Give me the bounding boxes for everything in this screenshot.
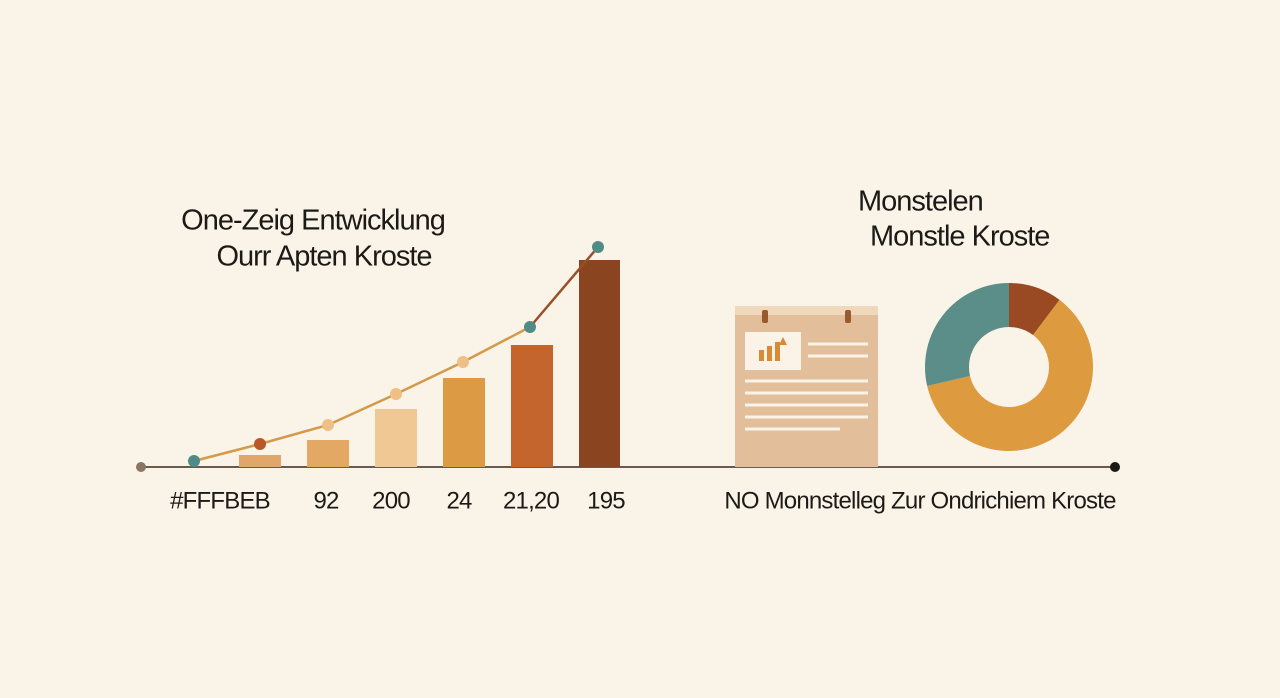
- bar-label: 195: [587, 487, 625, 514]
- bar-label: 21,20: [503, 487, 560, 514]
- right-title: Monstelen: [858, 186, 983, 218]
- baseline-start: [136, 462, 146, 472]
- icon-bar: [759, 350, 764, 361]
- ring: [845, 310, 851, 323]
- icon-bar: [775, 342, 780, 361]
- document-icon: [735, 306, 878, 467]
- donut-segment: [925, 283, 1009, 386]
- document-header: [735, 306, 878, 315]
- bar-label: 92: [313, 487, 339, 514]
- bar: [239, 455, 281, 467]
- trend-point: [322, 419, 334, 431]
- ring: [762, 310, 768, 323]
- trend-line: [529, 246, 599, 328]
- left-subtitle: Ourr Apten Kroste: [216, 241, 431, 273]
- trend-point: [524, 321, 536, 333]
- donut-segment: [927, 299, 1093, 451]
- trend-point: [390, 388, 402, 400]
- bars: [239, 260, 620, 467]
- icon-arrow: [779, 337, 787, 345]
- bar: [307, 440, 349, 467]
- donut-segment: [1009, 283, 1060, 336]
- text-lines: [745, 342, 868, 431]
- right-subtitle: Monstle Kroste: [870, 221, 1049, 253]
- trend-point: [592, 241, 604, 253]
- donut: [925, 283, 1093, 451]
- bar: [511, 345, 553, 467]
- bar: [579, 260, 620, 467]
- bar: [443, 378, 485, 467]
- document: [735, 306, 878, 467]
- left-title: One-Zeig Entwicklung: [181, 205, 445, 237]
- trend-point: [188, 455, 200, 467]
- bar: [375, 409, 417, 467]
- trend-point: [254, 438, 266, 450]
- chart-box: [745, 332, 801, 370]
- baseline-end: [1110, 462, 1120, 472]
- icon-bar: [767, 346, 772, 361]
- trend-point: [457, 356, 469, 368]
- trend-line: [193, 325, 531, 463]
- bar-label: #FFFBEB: [170, 487, 270, 514]
- bar-label: 24: [446, 487, 472, 514]
- right-caption: NO Monnstelleg Zur Ondrichiem Kroste: [724, 487, 1116, 514]
- bar-label: 200: [372, 487, 410, 514]
